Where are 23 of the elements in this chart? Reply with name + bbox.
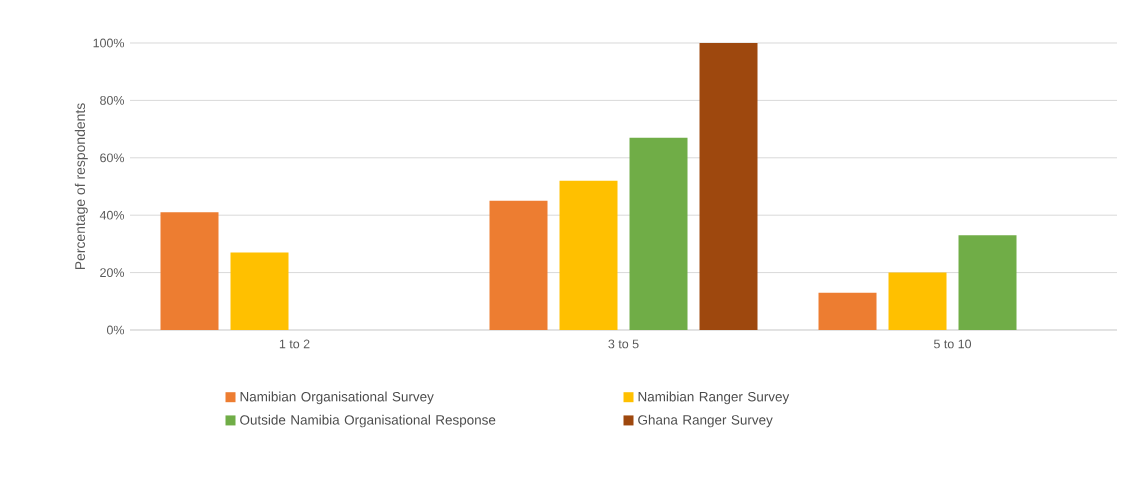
y-tick-label: 20% [100, 268, 125, 278]
bar [489, 200, 548, 330]
y-tick-label: 80% [100, 96, 125, 105]
y-axis-title: Percentage of respondents [74, 103, 88, 270]
legend-label: Ghana Ranger Survey [638, 414, 773, 428]
bar [958, 235, 1017, 330]
y-tick-label: 100% [93, 38, 125, 48]
x-tick-label: 5 to 10 [933, 339, 972, 349]
bar [629, 137, 688, 330]
bar [230, 252, 289, 330]
y-tick-label: 40% [99, 210, 125, 220]
legend-label: Namibian Organisational Survey [240, 391, 434, 405]
legend-label: Namibian Ranger Survey [638, 391, 790, 405]
bar [888, 272, 947, 330]
y-tick-label: 0% [106, 325, 125, 335]
bar [160, 212, 219, 330]
x-tick-label: 1 to 2 [279, 339, 310, 349]
legend-label: Outside Namibia Organisational Response [240, 414, 496, 428]
y-tick-label: 60% [100, 153, 125, 163]
x-tick-label: 3 to 5 [608, 339, 639, 349]
bar [699, 43, 758, 330]
bar [818, 292, 877, 330]
bar [559, 180, 618, 330]
